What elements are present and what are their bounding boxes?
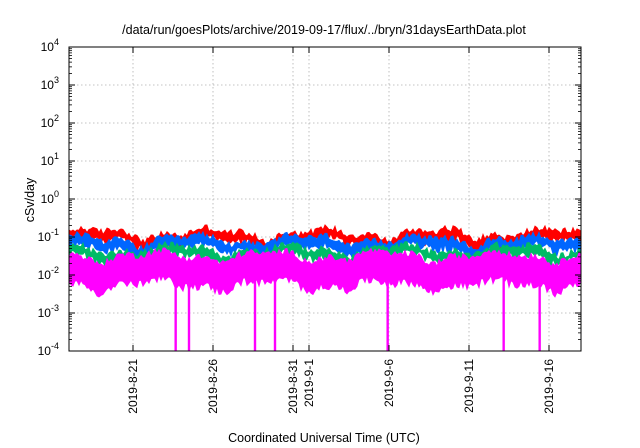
x-tick-label: 2019-8-26 <box>206 359 220 414</box>
data-dropout <box>273 275 277 351</box>
y-tick-label: 100 <box>41 189 59 206</box>
x-tick-label: 2019-9-1 <box>302 359 316 407</box>
chart-title: /data/run/goesPlots/archive/2019-09-17/f… <box>122 23 526 37</box>
x-tick-label: 2019-8-31 <box>286 359 300 414</box>
y-tick-label: 10-3 <box>38 303 59 320</box>
y-tick-label: 10-4 <box>38 341 59 358</box>
y-tick-label: 10-1 <box>38 227 59 244</box>
x-tick-label: 2019-9-6 <box>382 359 396 407</box>
plot-frame <box>68 46 582 352</box>
y-tick-label: 102 <box>41 113 59 130</box>
x-tick-label: 2019-8-21 <box>126 359 140 414</box>
y-tick-label: 10-2 <box>38 265 59 282</box>
x-axis-label: Coordinated Universal Time (UTC) <box>228 431 420 445</box>
data-dropout <box>386 275 389 351</box>
data-dropout <box>253 275 257 351</box>
data-dropout <box>538 275 541 351</box>
y-tick-label: 103 <box>41 75 59 92</box>
y-tick-label: 104 <box>41 37 59 54</box>
data-dropout <box>174 275 177 351</box>
x-tick-label: 2019-9-16 <box>542 359 556 414</box>
y-tick-label: 101 <box>41 151 59 168</box>
plot-area <box>68 224 582 351</box>
data-dropout <box>502 275 505 351</box>
data-dropout <box>187 275 191 351</box>
axes: 10-4 10-3 10-2 10-1 100 101 102 103 104 2019-8-21… <box>38 37 582 414</box>
x-tick-label: 2019-9-11 <box>462 359 476 413</box>
y-axis-label: cSv/day <box>23 177 37 222</box>
